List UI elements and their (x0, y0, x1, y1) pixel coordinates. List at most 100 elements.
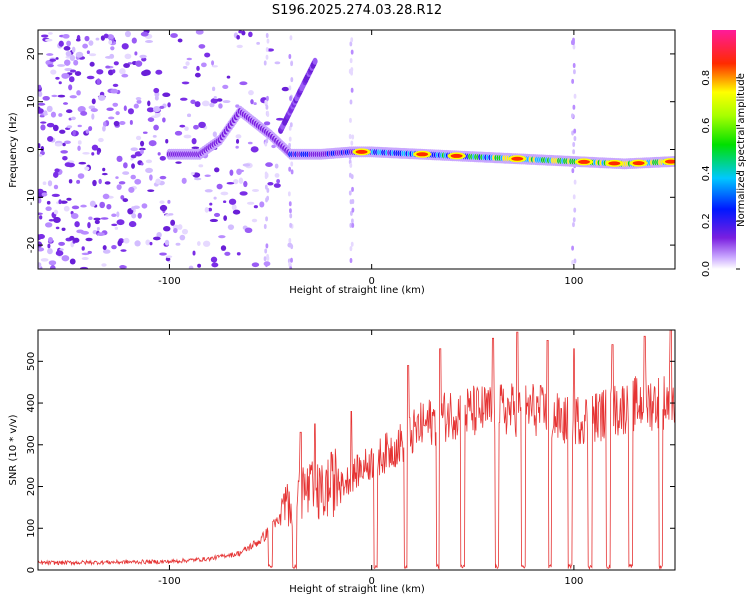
heatmap-noise-cell (146, 107, 155, 113)
heatmap-noise-cell (159, 155, 166, 161)
heatmap-noise-cell (186, 113, 192, 118)
heatmap-noise-cell (89, 200, 96, 207)
heatmap-noise-cell (131, 213, 137, 219)
heatmap-noise-cell (46, 53, 54, 56)
heatmap-noise-cell (96, 226, 100, 231)
heatmap-noise-cell (91, 152, 95, 156)
heatmap-noise-cell (55, 250, 64, 256)
heatmap-noise-cell (38, 241, 43, 248)
heatmap-streak-cell (350, 87, 354, 93)
heatmap-noise-cell (40, 258, 49, 262)
heatmap-noise-cell (163, 225, 171, 232)
heatmap-noise-cell (251, 262, 260, 268)
heatmap-noise-cell (50, 111, 57, 118)
heatmap-streak-cell (348, 68, 352, 74)
heatmap-streak-cell (572, 63, 576, 69)
heatmap-noise-cell (136, 99, 142, 104)
heatmap-noise-cell (38, 197, 42, 204)
heatmap-noise-cell (58, 199, 62, 205)
heatmap-noise-cell (145, 40, 154, 43)
heatmap-streak-cell (350, 174, 354, 180)
heatmap-streak-cell (288, 261, 292, 267)
heatmap-noise-cell (46, 122, 55, 128)
heatmap-noise-cell (223, 200, 227, 204)
heatmap-streak-cell (289, 222, 293, 228)
heatmap-ytick-label: -10 (26, 189, 37, 205)
heatmap-noise-cell (170, 33, 178, 39)
heatmap-noise-cell (167, 102, 171, 108)
heatmap-noise-cell (64, 140, 71, 145)
heatmap-noise-cell (122, 198, 129, 203)
heatmap-noise-cell (165, 139, 169, 144)
heatmap-noise-cell (77, 106, 86, 113)
heatmap-streak-cell (349, 41, 353, 47)
heatmap-peak-core (664, 159, 675, 164)
heatmap-noise-cell (101, 172, 108, 176)
heatmap-noise-cell (110, 88, 119, 94)
heatmap-noise-cell (227, 224, 235, 230)
heatmap-noise-cell (231, 204, 237, 211)
heatmap-noise-cell (190, 172, 195, 176)
colorbar-tick-label: 0.0 (701, 261, 712, 277)
heatmap-noise-cell (91, 98, 96, 105)
heatmap-noise-cell (76, 179, 81, 184)
heatmap-noise-cell (218, 103, 223, 109)
heatmap-noise-cell (53, 184, 59, 190)
heatmap-streak-cell (288, 237, 292, 243)
heatmap-noise-cell (52, 124, 59, 132)
heatmap-noise-cell (140, 140, 145, 147)
heatmap-noise-cell (58, 241, 65, 246)
heatmap-noise-cell (138, 147, 146, 151)
heatmap-noise-cell (38, 108, 44, 114)
colorbar-tick-label: 0.4 (701, 165, 712, 181)
heatmap-ytick-label: -20 (26, 237, 37, 253)
heatmap-noise-cell (276, 178, 281, 184)
heatmap-noise-cell (242, 163, 251, 167)
heatmap-noise-cell (175, 242, 181, 246)
heatmap-noise-cell (116, 219, 125, 226)
heatmap-noise-cell (251, 188, 260, 192)
heatmap-noise-cell (281, 86, 289, 92)
heatmap-streak-cell (572, 194, 576, 200)
heatmap-noise-cell (181, 228, 189, 235)
heatmap-noise-cell (91, 144, 99, 151)
heatmap-noise-cell (134, 51, 138, 56)
heatmap-streak-cell (571, 259, 575, 265)
heatmap-noise-cell (216, 183, 223, 190)
heatmap-noise-cell (222, 100, 231, 103)
heatmap-noise-cell (111, 69, 116, 74)
heatmap-streak-cell (263, 60, 267, 66)
heatmap-noise-cell (133, 103, 139, 109)
heatmap-noise-cell (236, 168, 242, 175)
heatmap-noise-cell (229, 169, 234, 176)
heatmap-noise-cell (87, 221, 91, 229)
heatmap-noise-cell (198, 44, 206, 49)
heatmap-streak-cell (572, 104, 576, 110)
heatmap-streak-cell (351, 198, 355, 204)
heatmap-streak-cell (264, 184, 268, 190)
heatmap-noise-cell (224, 251, 231, 256)
heatmap-noise-cell (179, 124, 186, 128)
heatmap-noise-cell (114, 226, 119, 230)
heatmap-streak-cell (290, 161, 294, 167)
heatmap-noise-cell (38, 143, 41, 149)
heatmap-noise-cell (131, 37, 137, 44)
heatmap-noise-cell (81, 246, 85, 251)
heatmap-noise-cell (259, 201, 265, 208)
heatmap-noise-cell (235, 145, 239, 149)
heatmap-noise-cell (62, 142, 66, 147)
heatmap-noise-cell (159, 200, 165, 204)
heatmap-noise-cell (211, 86, 216, 92)
heatmap-noise-cell (181, 177, 187, 184)
heatmap-noise-cell (38, 212, 43, 216)
heatmap-noise-cell (246, 201, 255, 205)
heatmap-noise-cell (123, 162, 128, 169)
heatmap-noise-cell (47, 243, 51, 249)
heatmap-noise-cell (66, 197, 72, 201)
heatmap-streak-cell (290, 169, 294, 175)
heatmap-noise-cell (157, 152, 161, 156)
heatmap-noise-cell (90, 108, 98, 113)
heatmap-noise-cell (110, 46, 115, 51)
snr-xtick-label: -100 (158, 576, 181, 587)
